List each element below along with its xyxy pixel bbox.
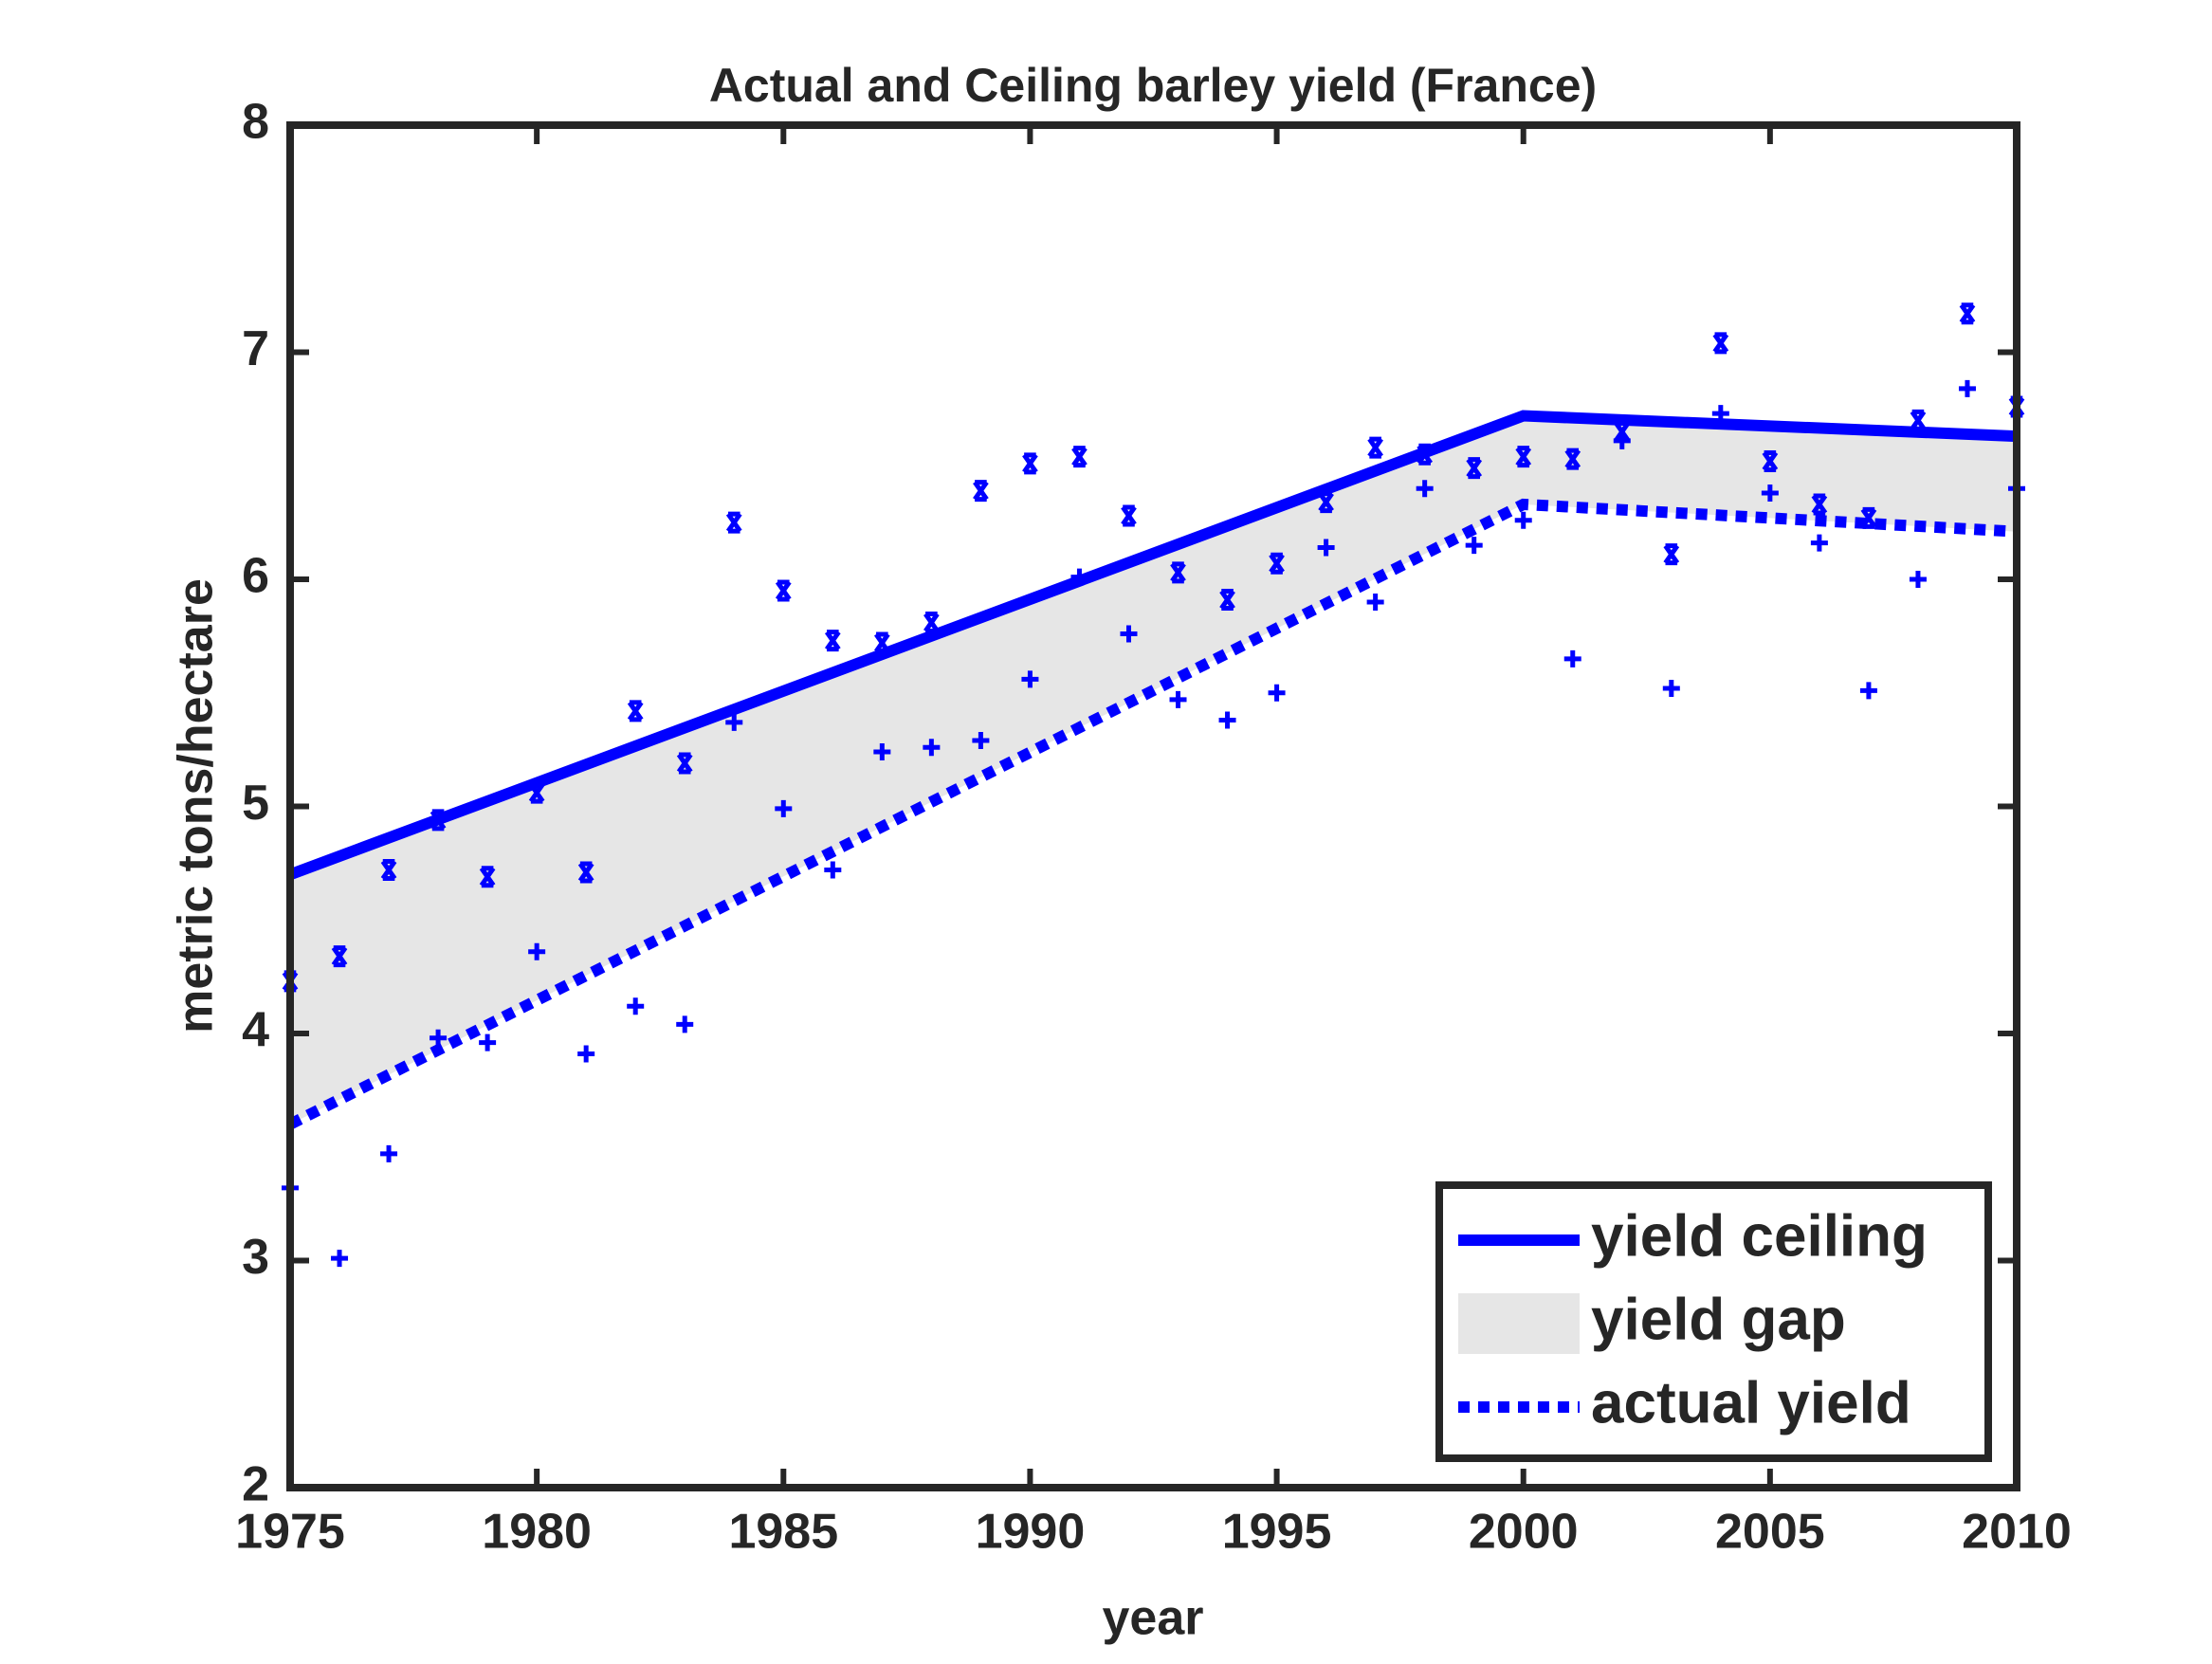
data-point	[1860, 506, 1877, 529]
data-point	[725, 511, 742, 534]
data-point	[1910, 409, 1927, 431]
data-point	[1466, 457, 1483, 480]
data-point	[1218, 711, 1236, 729]
y-tick-label: 4	[242, 1003, 269, 1058]
data-point	[1021, 670, 1039, 688]
data-point	[1367, 436, 1383, 459]
x-tick-label: 1995	[1222, 1505, 1332, 1560]
data-point	[1909, 571, 1927, 588]
y-tick-label: 2	[242, 1457, 269, 1512]
y-tick-label: 6	[242, 549, 269, 604]
plot-area	[282, 302, 2025, 1268]
data-point	[528, 781, 545, 804]
y-tick-label: 5	[242, 776, 269, 831]
data-point	[1614, 420, 1631, 443]
data-point	[1859, 682, 1877, 700]
data-point	[1465, 537, 1483, 555]
data-point	[1120, 625, 1138, 643]
legend-label: yield gap	[1591, 1287, 1846, 1352]
data-point	[1663, 543, 1680, 566]
data-point	[1564, 448, 1581, 470]
data-point	[331, 1250, 349, 1268]
y-tick-label: 7	[242, 321, 269, 376]
data-point	[331, 945, 348, 968]
x-tick-label: 2005	[1715, 1505, 1825, 1560]
data-point	[1366, 593, 1384, 611]
data-point	[1959, 302, 1976, 325]
data-point	[577, 861, 594, 884]
x-tick-label: 2010	[1962, 1505, 2072, 1560]
data-point	[775, 799, 793, 817]
data-point	[676, 752, 693, 775]
data-point	[873, 743, 891, 761]
data-point	[1318, 491, 1334, 514]
data-point	[380, 1144, 398, 1162]
legend: yield ceiling yield gap actual yield	[1435, 1181, 1992, 1462]
data-point	[1563, 649, 1581, 667]
data-point	[1121, 504, 1137, 527]
data-point	[1712, 332, 1729, 355]
x-tick-label: 1990	[976, 1505, 1086, 1560]
data-point	[1613, 431, 1631, 449]
data-point	[1810, 534, 1828, 552]
data-point	[923, 739, 941, 757]
data-point	[1269, 552, 1285, 575]
data-point	[1070, 568, 1088, 586]
data-point	[1416, 480, 1434, 498]
x-tick-label: 1975	[235, 1505, 345, 1560]
legend-swatch	[1458, 1293, 1580, 1354]
data-point	[873, 631, 890, 654]
data-point	[725, 713, 743, 731]
data-point	[627, 997, 645, 1015]
data-point	[1958, 379, 1976, 397]
legend-label: yield ceiling	[1591, 1203, 1928, 1269]
data-point	[1022, 452, 1038, 475]
data-point	[676, 1015, 694, 1033]
data-point	[1761, 484, 1779, 502]
data-point	[1762, 449, 1779, 472]
legend-label: actual yield	[1591, 1370, 1911, 1435]
data-point	[1711, 405, 1729, 423]
data-point	[1268, 684, 1286, 702]
data-point	[380, 859, 397, 882]
data-point	[824, 861, 842, 879]
x-tick-label: 2000	[1469, 1505, 1579, 1560]
data-point	[479, 866, 496, 888]
data-point	[1071, 446, 1088, 468]
y-tick-label: 8	[242, 95, 269, 150]
data-point	[430, 1029, 448, 1047]
data-point	[1417, 443, 1434, 466]
data-point	[972, 732, 990, 750]
series-line	[287, 410, 2018, 880]
data-point	[775, 579, 792, 602]
data-point	[1811, 493, 1828, 516]
series-line	[287, 498, 2018, 1130]
data-point	[1662, 679, 1680, 697]
data-point	[1317, 539, 1335, 557]
data-point	[973, 480, 989, 503]
data-point	[923, 612, 940, 634]
data-point	[1169, 690, 1187, 708]
data-point	[1515, 446, 1532, 468]
data-point	[627, 700, 644, 722]
y-tick-label: 3	[242, 1230, 269, 1285]
data-point	[479, 1033, 497, 1051]
y-axis-label: metric tons/hectare	[169, 578, 224, 1033]
data-point	[528, 942, 546, 960]
data-point	[1170, 561, 1186, 584]
x-tick-label: 1980	[482, 1505, 592, 1560]
data-point	[1219, 589, 1235, 612]
data-point	[430, 809, 447, 832]
chart-title: Actual and Ceiling barley yield (France)	[709, 59, 1597, 112]
data-point	[577, 1045, 595, 1063]
data-point	[824, 630, 841, 652]
x-tick-label: 1985	[728, 1505, 838, 1560]
data-point	[1514, 511, 1532, 529]
x-axis-label: year	[1103, 1591, 1204, 1646]
